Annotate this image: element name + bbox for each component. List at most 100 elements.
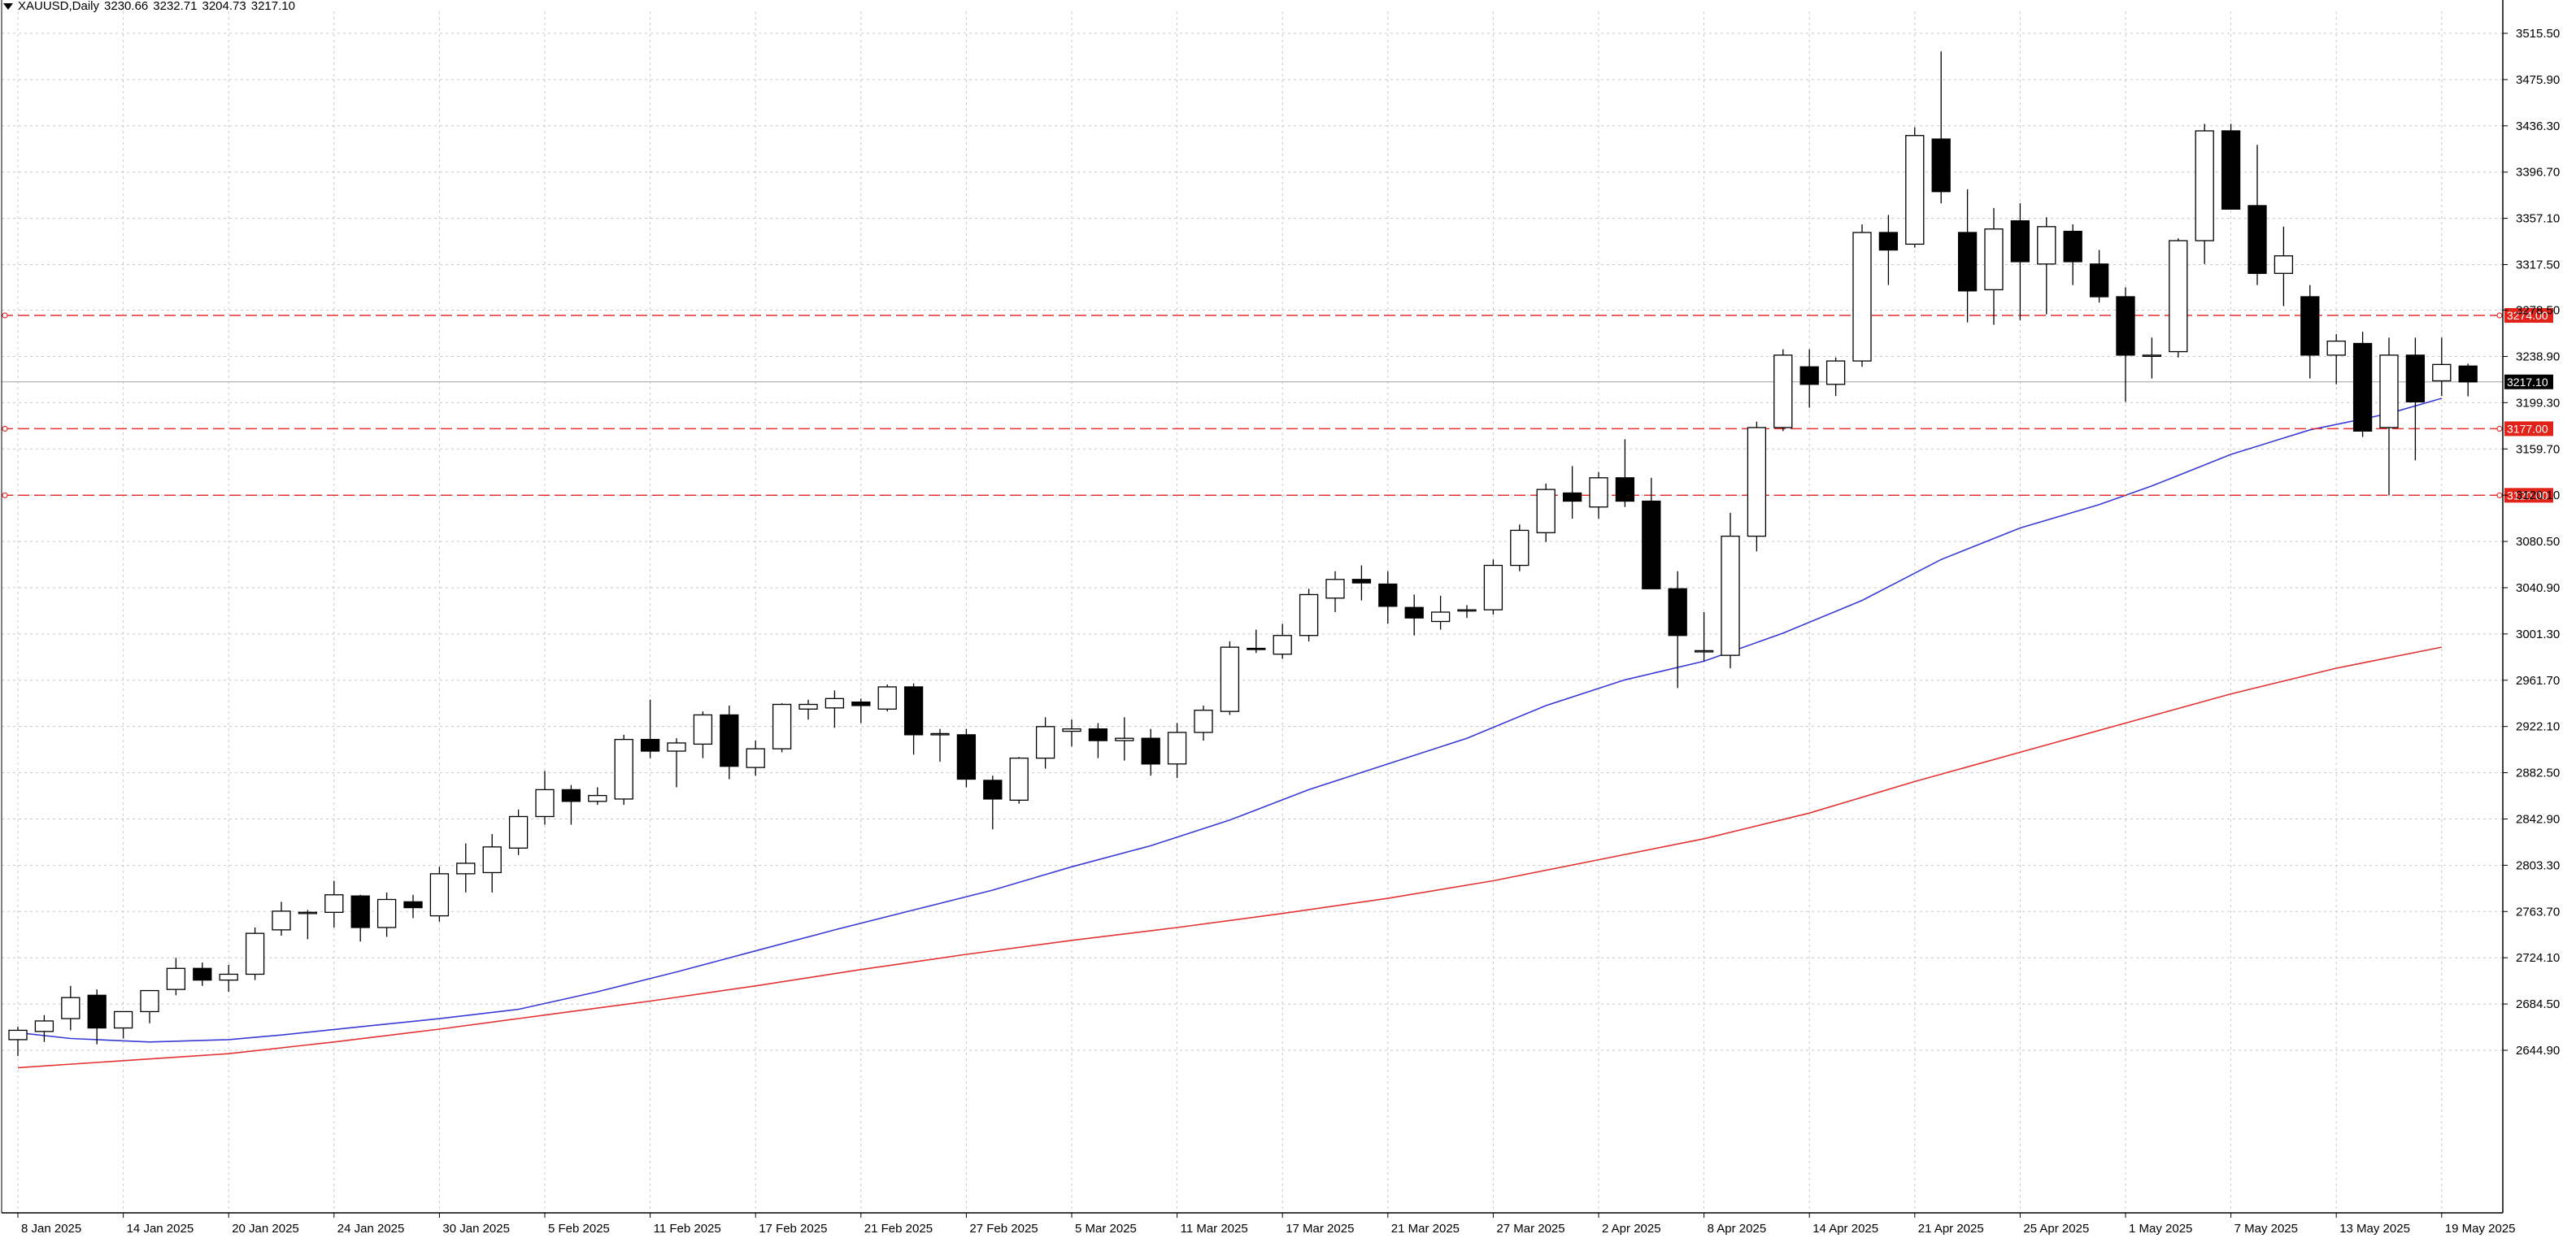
bullish-candle-body	[825, 697, 845, 709]
y-tick-label: 3199.30	[2516, 396, 2560, 410]
x-tick-label: 5 Mar 2025	[1075, 1222, 1137, 1236]
bearish-candle-body	[851, 701, 871, 706]
level-anchor-handle[interactable]	[2, 312, 8, 319]
y-tick-label: 3159.70	[2516, 442, 2560, 456]
x-tick-label: 27 Mar 2025	[1496, 1222, 1564, 1236]
bearish-candle-body	[956, 734, 977, 780]
x-tick-label: 25 Apr 2025	[2023, 1222, 2089, 1236]
level-anchor-handle[interactable]	[2, 425, 8, 432]
bearish-candle-body	[1615, 477, 1635, 502]
bullish-candle-body	[508, 815, 529, 849]
x-tick-label: 17 Mar 2025	[1286, 1222, 1354, 1236]
bearish-candle-body	[1668, 588, 1687, 637]
y-tick-label: 2842.90	[2516, 812, 2560, 826]
y-tick-label: 2644.90	[2516, 1044, 2560, 1058]
bullish-candle-body	[877, 686, 897, 710]
y-tick-label: 2961.70	[2516, 674, 2560, 688]
y-tick-label: 2803.30	[2516, 858, 2560, 872]
bullish-candle-body	[8, 1029, 28, 1041]
y-tick-label: 3120.10	[2516, 489, 2560, 502]
bearish-candle-body	[903, 686, 924, 736]
bearish-candle-body	[640, 738, 660, 752]
bullish-candle-body	[272, 910, 291, 931]
bullish-candle-body	[1483, 564, 1503, 610]
bullish-candle-body	[1430, 611, 1451, 623]
bullish-candle-body	[2432, 363, 2452, 382]
bullish-candle-body	[1009, 757, 1029, 802]
x-tick-label: 1 May 2025	[2129, 1222, 2192, 1236]
bullish-candle-body	[614, 738, 633, 800]
bearish-candle-body	[1141, 737, 1160, 765]
bullish-candle-body	[219, 973, 238, 981]
dropdown-triangle-icon[interactable]	[3, 3, 13, 11]
x-tick-label: 21 Mar 2025	[1391, 1222, 1460, 1236]
bullish-candle-body	[1694, 650, 1714, 653]
level-price-label: 3274.00	[2507, 309, 2548, 322]
bearish-candle-body	[2089, 263, 2109, 298]
bullish-candle-body	[140, 989, 159, 1013]
bullish-candle-body	[61, 997, 80, 1019]
bullish-candle-body	[34, 1020, 54, 1032]
bearish-candle-body	[720, 714, 739, 767]
bearish-candle-body	[1878, 232, 1899, 251]
bullish-candle-body	[429, 873, 450, 917]
bearish-candle-body	[983, 780, 1003, 800]
bearish-candle-body	[1642, 500, 1661, 589]
chart-header: XAUUSD,Daily 3230.66 3232.71 3204.73 3217.10	[3, 0, 300, 13]
bullish-candle-body	[298, 911, 318, 915]
bullish-candle-body	[746, 748, 765, 768]
bullish-candle-body	[1299, 593, 1319, 637]
y-tick-label: 3001.30	[2516, 628, 2560, 641]
bearish-candle-body	[1351, 579, 1372, 584]
symbol-label: XAUUSD,Daily	[18, 0, 100, 13]
bullish-candle-body	[772, 703, 792, 750]
bullish-candle-body	[1825, 360, 1846, 385]
grid-lines	[2, 11, 2503, 1213]
bullish-candle-body	[245, 932, 265, 975]
y-tick-label: 3515.50	[2516, 27, 2560, 41]
bullish-candle-body	[113, 1010, 133, 1029]
bearish-candle-body	[87, 994, 107, 1029]
bullish-candle-body	[1325, 579, 1345, 599]
bullish-candle-body	[1035, 726, 1055, 759]
bullish-candle-body	[482, 846, 502, 874]
x-tick-label: 14 Jan 2025	[127, 1222, 194, 1236]
bearish-candle-body	[2010, 219, 2030, 263]
bullish-candle-body	[1115, 737, 1134, 741]
bullish-candle-body	[1589, 477, 1608, 508]
bearish-candle-body	[1378, 583, 1398, 607]
y-tick-label: 2882.50	[2516, 767, 2560, 780]
level-price-label-bg	[2504, 308, 2553, 324]
level-end-handle[interactable]	[2496, 312, 2503, 319]
level-end-handle[interactable]	[2496, 492, 2503, 498]
bullish-candle-body	[930, 732, 950, 736]
bearish-candle-body	[1562, 492, 1582, 502]
y-tick-label: 3396.70	[2516, 166, 2560, 180]
current-price-label-bg	[2504, 374, 2553, 389]
bearish-candle-body	[1247, 647, 1266, 650]
bullish-candle-body	[1167, 732, 1187, 765]
x-tick-label: 11 Feb 2025	[654, 1222, 721, 1236]
horizontal-levels[interactable]: 3274.00 3177.00 3120.00 3217.10	[2, 308, 2553, 503]
bullish-candle-body	[2169, 240, 2188, 353]
bullish-candle-body	[535, 789, 555, 818]
bullish-candle-body	[456, 862, 476, 875]
candles	[8, 51, 2478, 1057]
bullish-candle-body	[588, 794, 607, 802]
y-tick-label: 3278.50	[2516, 304, 2560, 318]
level-anchor-handle[interactable]	[2, 492, 8, 498]
bullish-candle-body	[1852, 232, 1872, 362]
bullish-candle-body	[1721, 535, 1740, 656]
x-tick-label: 7 May 2025	[2234, 1222, 2298, 1236]
bearish-candle-body	[2221, 130, 2241, 210]
close-value: 3217.10	[250, 0, 295, 13]
bullish-candle-body	[1457, 609, 1477, 612]
bullish-candle-body	[166, 967, 186, 990]
level-end-handle[interactable]	[2496, 425, 2503, 432]
x-tick-label: 19 May 2025	[2445, 1222, 2516, 1236]
bearish-candle-body	[2458, 365, 2478, 383]
bullish-candle-body	[1747, 427, 1767, 537]
bullish-candle-body	[1536, 489, 1556, 533]
bearish-candle-body	[1404, 606, 1424, 619]
